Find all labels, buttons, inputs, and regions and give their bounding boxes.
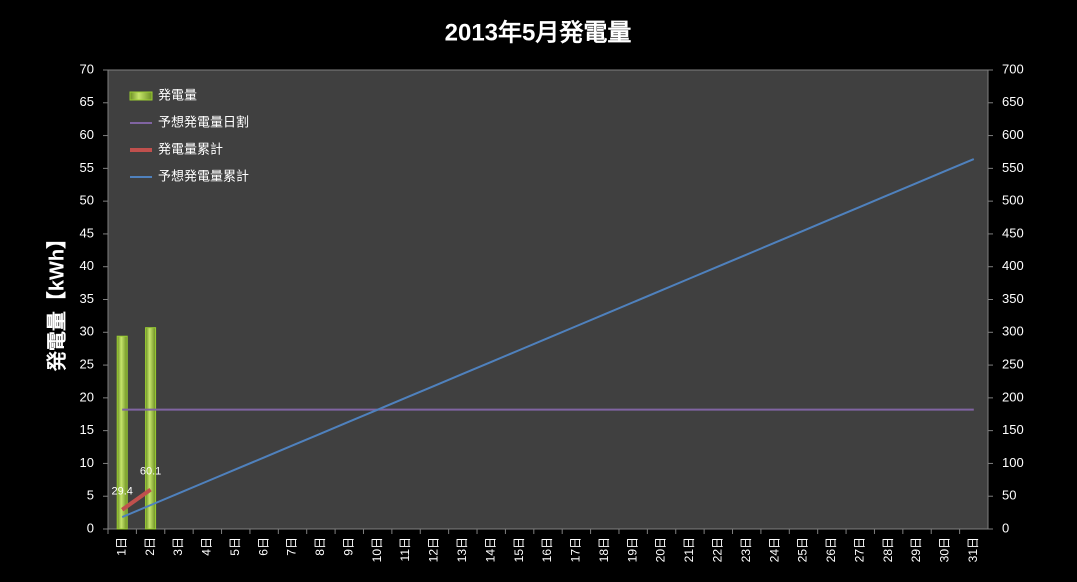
y-tick-label: 20 bbox=[80, 389, 94, 404]
y-tick-label: 0 bbox=[87, 520, 94, 535]
bar bbox=[145, 327, 157, 530]
legend-label: 予想発電量累計 bbox=[158, 168, 249, 183]
y-tick-label: 50 bbox=[80, 193, 94, 208]
x-tick-label: 8日 bbox=[313, 537, 327, 556]
data-label: 29.4 bbox=[111, 486, 132, 498]
y-tick-label: 35 bbox=[80, 291, 94, 306]
x-tick-label: 16日 bbox=[540, 537, 554, 562]
x-tick-label: 29日 bbox=[909, 537, 923, 562]
x-tick-label: 9日 bbox=[341, 537, 355, 556]
x-tick-label: 28日 bbox=[881, 537, 895, 562]
x-tick-label: 30日 bbox=[938, 537, 952, 562]
plot-area bbox=[107, 69, 989, 530]
x-tick-label: 25日 bbox=[796, 537, 810, 562]
y2-tick-label: 550 bbox=[1002, 160, 1024, 175]
y2-tick-label: 500 bbox=[1002, 193, 1024, 208]
y-tick-label: 10 bbox=[80, 455, 94, 470]
x-tick-label: 26日 bbox=[824, 537, 838, 562]
x-tick-label: 1日 bbox=[114, 537, 128, 556]
x-tick-label: 3日 bbox=[171, 537, 185, 556]
y-tick-label: 5 bbox=[87, 488, 94, 503]
legend-label: 予想発電量日割 bbox=[158, 114, 249, 129]
y-tick-label: 15 bbox=[80, 422, 94, 437]
line bbox=[121, 158, 975, 518]
x-tick-label: 27日 bbox=[852, 537, 866, 562]
y-tick-label: 25 bbox=[80, 357, 94, 372]
y-axis-title: 発電量【kWh】 bbox=[44, 229, 68, 372]
y-tick-label: 40 bbox=[80, 258, 94, 273]
x-tick-label: 17日 bbox=[569, 537, 583, 562]
x-tick-label: 19日 bbox=[625, 537, 639, 562]
data-label: 60.1 bbox=[140, 465, 161, 477]
x-tick-label: 13日 bbox=[455, 537, 469, 562]
y-tick-label: 65 bbox=[80, 94, 94, 109]
x-tick-label: 11日 bbox=[398, 537, 412, 561]
y2-tick-label: 400 bbox=[1002, 258, 1024, 273]
y2-tick-label: 600 bbox=[1002, 127, 1024, 142]
y2-tick-label: 50 bbox=[1002, 488, 1016, 503]
legend-label: 発電量累計 bbox=[158, 141, 223, 156]
y2-tick-label: 0 bbox=[1002, 520, 1009, 535]
y-tick-label: 30 bbox=[80, 324, 94, 339]
y-tick-label: 45 bbox=[80, 225, 94, 240]
x-tick-label: 18日 bbox=[597, 537, 611, 562]
x-tick-label: 14日 bbox=[483, 537, 497, 562]
y2-tick-label: 100 bbox=[1002, 455, 1024, 470]
legend-swatch bbox=[129, 91, 153, 101]
y2-tick-label: 150 bbox=[1002, 422, 1024, 437]
x-tick-label: 23日 bbox=[739, 537, 753, 562]
y2-tick-label: 700 bbox=[1002, 61, 1024, 76]
y-tick-label: 55 bbox=[80, 160, 94, 175]
x-tick-label: 5日 bbox=[228, 537, 242, 556]
y2-tick-label: 650 bbox=[1002, 94, 1024, 109]
x-tick-label: 2日 bbox=[143, 537, 157, 556]
x-tick-label: 4日 bbox=[200, 537, 214, 556]
x-tick-label: 10日 bbox=[370, 537, 384, 562]
y2-tick-label: 450 bbox=[1002, 225, 1024, 240]
y2-tick-label: 350 bbox=[1002, 291, 1024, 306]
x-tick-label: 6日 bbox=[256, 537, 270, 556]
x-tick-label: 24日 bbox=[767, 537, 781, 562]
y2-tick-label: 200 bbox=[1002, 389, 1024, 404]
y2-tick-label: 250 bbox=[1002, 357, 1024, 372]
y2-tick-label: 300 bbox=[1002, 324, 1024, 339]
x-tick-label: 31日 bbox=[966, 537, 980, 562]
legend-label: 発電量 bbox=[158, 87, 197, 102]
y-tick-label: 60 bbox=[80, 127, 94, 142]
y-tick-label: 70 bbox=[80, 61, 94, 76]
line bbox=[121, 487, 152, 512]
x-tick-label: 20日 bbox=[654, 537, 668, 562]
x-tick-label: 21日 bbox=[682, 537, 696, 562]
x-tick-label: 12日 bbox=[427, 537, 441, 562]
chart-title: 2013年5月発電量 bbox=[445, 18, 632, 46]
bar bbox=[116, 335, 128, 530]
x-tick-label: 22日 bbox=[710, 537, 724, 562]
x-tick-label: 15日 bbox=[512, 537, 526, 562]
x-tick-label: 7日 bbox=[285, 537, 299, 556]
